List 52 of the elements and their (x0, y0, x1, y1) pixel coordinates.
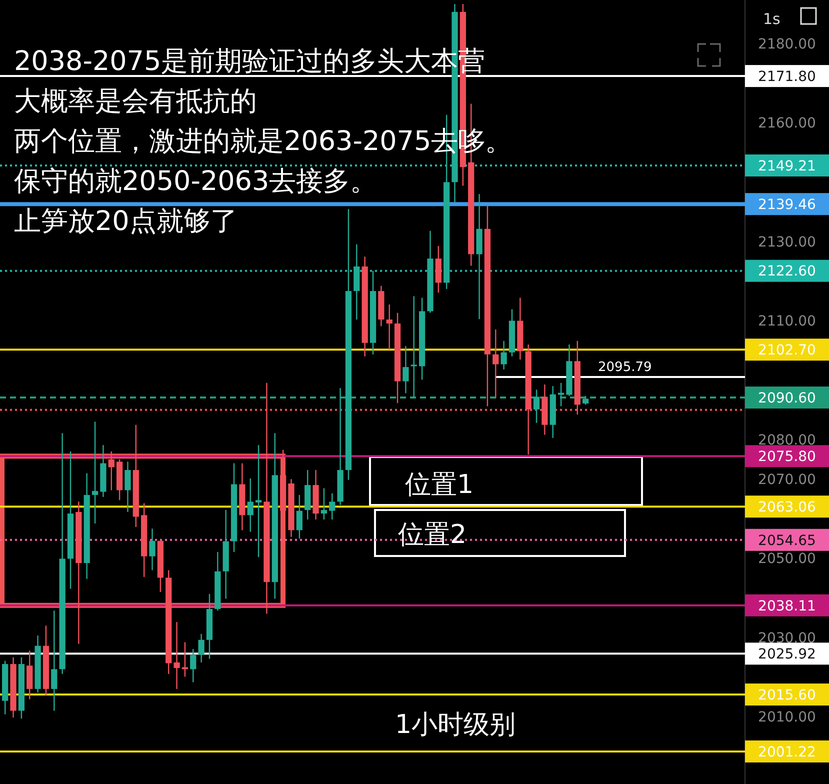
y-tick-label: 2080.00 (758, 432, 816, 448)
candlestick (492, 328, 499, 399)
ref-line-label: 2025.92 (758, 646, 816, 663)
text: 1s (763, 10, 781, 28)
candlestick (182, 642, 188, 678)
ref-line-label: 2139.46 (758, 196, 816, 213)
y-tick-label: 2050.00 (758, 551, 816, 568)
ref-line-label: 2090.60 (758, 390, 816, 406)
candlestick (255, 444, 262, 558)
ref-line-label: 2054.65 (758, 532, 816, 549)
ref-line-label: 2075.80 (758, 449, 816, 466)
ref-line-label: 2149.21 (758, 158, 816, 174)
y-tick-label: 2160.00 (758, 116, 816, 132)
ref-line-label: 2102.70 (758, 342, 816, 359)
annotation: 1小时级别 (395, 710, 516, 740)
annotation: 位置1 (405, 470, 474, 500)
candlestick (247, 478, 254, 532)
ref-line-label: 2015.60 (758, 687, 816, 704)
candlestick (190, 648, 196, 683)
candlestick (500, 340, 507, 370)
annotation: 保守的就2050-2063去接多。 (14, 166, 378, 197)
ref-line-label: 2122.60 (758, 264, 816, 280)
candlestick (124, 461, 131, 513)
ref-line-label: 2063.06 (758, 499, 816, 516)
candlestick (92, 421, 98, 524)
candlestick (320, 488, 328, 520)
y-tick-label: 2180.00 (758, 36, 816, 52)
y-tick-label: 2010.00 (758, 710, 816, 726)
candlestick (149, 528, 156, 571)
candlestick (174, 621, 180, 690)
y-tick-label: 2070.00 (758, 472, 816, 488)
ref-line-label: 2038.11 (758, 598, 816, 614)
candlestick (410, 296, 417, 399)
candlestick (558, 382, 564, 407)
candlestick (402, 345, 409, 394)
annotation: 大概率是会有抵抗的 (14, 86, 257, 117)
candlestick (108, 450, 114, 491)
candlestick (296, 494, 302, 540)
ref-line-label: 2095.79 (598, 360, 652, 375)
candlestick (329, 492, 336, 520)
y-tick-label: 2130.00 (758, 234, 816, 250)
annotation: 止笋放20点就够了 (14, 206, 238, 237)
y-tick-label: 2110.00 (758, 314, 816, 330)
candlestick (51, 610, 58, 712)
candlestick (533, 389, 540, 424)
candlestick (198, 633, 204, 664)
candlestick (26, 650, 33, 700)
y-tick-label: 2030.00 (758, 630, 816, 646)
ref-line-label: 2001.22 (758, 744, 816, 760)
candlestick (386, 304, 392, 350)
ref-line-label: 2171.80 (758, 68, 816, 85)
annotation: 位置2 (398, 520, 467, 550)
